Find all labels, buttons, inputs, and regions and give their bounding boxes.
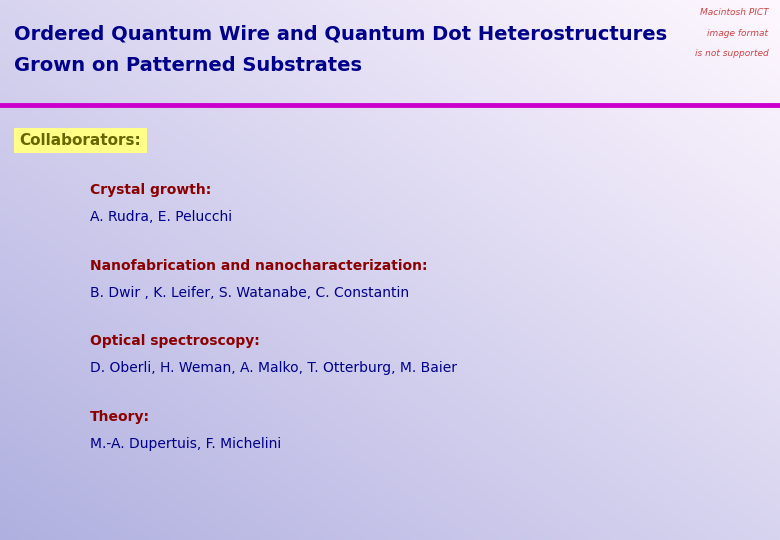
Text: Crystal growth:: Crystal growth: [90, 183, 211, 197]
Text: M.-A. Dupertuis, F. Michelini: M.-A. Dupertuis, F. Michelini [90, 437, 281, 451]
Text: is not supported: is not supported [694, 49, 768, 58]
Text: D. Oberli, H. Weman, A. Malko, T. Otterburg, M. Baier: D. Oberli, H. Weman, A. Malko, T. Otterb… [90, 361, 457, 375]
Text: B. Dwir , K. Leifer, S. Watanabe, C. Constantin: B. Dwir , K. Leifer, S. Watanabe, C. Con… [90, 286, 409, 300]
Text: Grown on Patterned Substrates: Grown on Patterned Substrates [14, 56, 362, 75]
Text: Theory:: Theory: [90, 410, 150, 424]
Text: Macintosh PICT: Macintosh PICT [700, 8, 768, 17]
Text: Optical spectroscopy:: Optical spectroscopy: [90, 334, 260, 348]
Text: image format: image format [707, 29, 768, 38]
Text: Nanofabrication and nanocharacterization:: Nanofabrication and nanocharacterization… [90, 259, 427, 273]
Text: Ordered Quantum Wire and Quantum Dot Heterostructures: Ordered Quantum Wire and Quantum Dot Het… [14, 24, 667, 43]
Text: A. Rudra, E. Pelucchi: A. Rudra, E. Pelucchi [90, 210, 232, 224]
Text: Collaborators:: Collaborators: [20, 133, 141, 148]
